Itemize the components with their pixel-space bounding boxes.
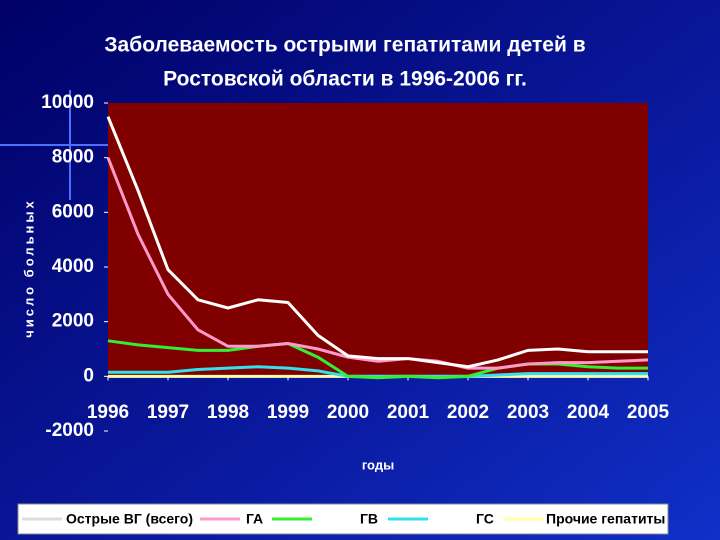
x-tick-label: 2001: [387, 402, 430, 423]
chart-title: Заболеваемость острыми гепатитами детей …: [104, 34, 585, 57]
x-tick-label: 2004: [567, 402, 610, 423]
y-tick-label: 8000: [52, 147, 94, 168]
legend-label: ГВ: [360, 511, 378, 527]
x-tick-label: 1996: [87, 402, 129, 423]
x-tick-label: 2000: [327, 402, 369, 423]
x-tick-label: 2002: [447, 402, 489, 423]
x-tick-label: 2003: [507, 402, 549, 423]
x-axis-label: годы: [362, 457, 394, 472]
legend-label: ГА: [246, 511, 263, 527]
x-tick-label: 1998: [207, 402, 249, 423]
plot-area: [108, 103, 648, 377]
series-line: [106, 157, 649, 370]
legend-label: Острые ВГ (всего): [66, 511, 193, 527]
y-tick-label: 4000: [52, 256, 94, 277]
x-tick-label: 1999: [267, 402, 309, 423]
legend-label: ГС: [476, 511, 494, 527]
x-tick-label: 1997: [147, 402, 189, 423]
y-axis-label: число больных: [21, 198, 36, 338]
y-tick-label: 2000: [52, 311, 94, 332]
x-tick-label: 2005: [627, 402, 670, 423]
legend-label: Прочие гепатиты: [546, 511, 665, 527]
y-tick-label: 6000: [52, 201, 94, 222]
y-tick-label: 10000: [41, 92, 94, 113]
y-tick-label: -2000: [45, 420, 94, 441]
y-tick-label: 0: [83, 365, 94, 386]
chart-title: Ростовской области в 1996-2006 гг.: [163, 68, 527, 91]
legend: [17, 503, 669, 535]
series-line: [106, 116, 648, 369]
